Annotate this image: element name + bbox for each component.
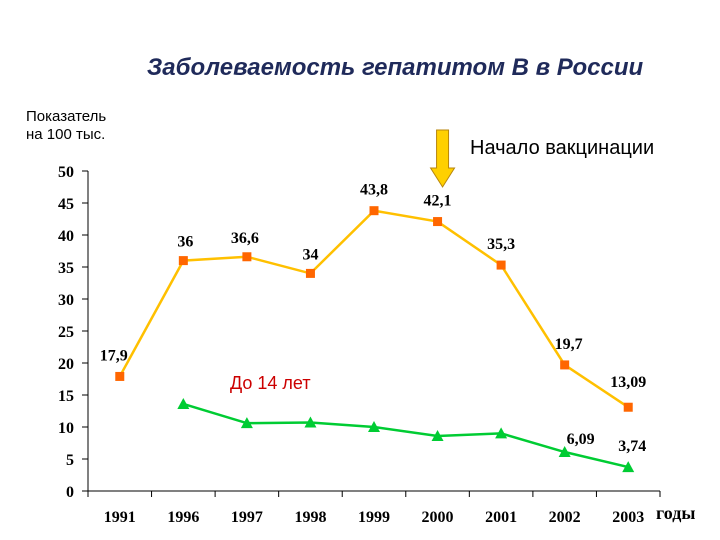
x-tick-label: 2001 (485, 509, 517, 526)
y-tick-label: 20 (58, 356, 74, 373)
chart-title: Заболеваемость гепатитом В в России (147, 54, 644, 81)
y-tick-label: 5 (66, 452, 74, 469)
series-1-point (495, 427, 508, 439)
series-1-point (304, 416, 317, 428)
series-0-point (496, 260, 506, 270)
series-0-point (433, 217, 443, 227)
vaccination-arrow-icon (429, 129, 456, 188)
x-tick-label: 2003 (612, 509, 644, 526)
series-0-line (118, 209, 629, 409)
series-0-data-label: 43,8 (360, 182, 388, 199)
y-tick-label: 15 (58, 388, 74, 405)
series-1-point (177, 397, 190, 409)
series-1-point (622, 461, 635, 473)
y-tick-label: 45 (58, 196, 74, 213)
series-1-point (368, 421, 380, 432)
y-axis-label-line1: Показатель (26, 108, 106, 125)
series-0-point (369, 206, 379, 216)
x-axis-unit: годы (656, 503, 695, 523)
series-0-data-label: 17,9 (100, 347, 128, 364)
x-tick-label: 1996 (167, 509, 199, 526)
series-0-point (305, 268, 315, 278)
series-0-data-label: 13,09 (610, 374, 646, 391)
series-0-data-label: 42,1 (424, 193, 452, 210)
series-1-point (431, 429, 444, 441)
x-tick-label: 1999 (358, 509, 390, 526)
series-0-data-label: 34 (302, 246, 318, 263)
series-1-line (182, 402, 629, 469)
y-tick-label: 0 (66, 484, 74, 501)
x-tick-label: 1997 (231, 509, 263, 526)
series-0-point (178, 256, 188, 266)
vaccination-note: Начало вакцинации (470, 137, 654, 159)
y-axis-label-line2: на 100 тыс. (26, 126, 105, 143)
series-1-point (240, 417, 253, 429)
y-tick-label: 40 (58, 228, 74, 245)
series-1-name-label: До 14 лет (230, 373, 311, 393)
series-0-data-label: 19,7 (555, 336, 583, 353)
x-tick-label: 1998 (294, 509, 326, 526)
axes: 0 5 10 15 20 25 30 35 40 45 50 1991 1996 1997 1998 1999… (58, 164, 661, 526)
series-0-point (560, 360, 570, 370)
plot-area: 17,9 36 36,6 34 43,8 42,1 35,3 19,7 13,09 6,09 3,7… (100, 129, 646, 473)
series-0-point (115, 371, 125, 381)
series-0-data-label: 35,3 (487, 236, 515, 253)
series-0-point (623, 402, 633, 412)
series-0-data-label: 36 (177, 234, 193, 251)
y-tick-label: 50 (58, 164, 74, 181)
x-tick-label: 2002 (549, 509, 581, 526)
series-1-data-label: 3,74 (618, 438, 646, 455)
series-0-point (242, 252, 252, 262)
y-tick-label: 30 (58, 292, 74, 309)
x-tick-label: 2000 (422, 509, 454, 526)
y-tick-label: 10 (58, 420, 74, 437)
y-tick-label: 25 (58, 324, 74, 341)
x-tick-label: 1991 (104, 509, 136, 526)
series-1-data-label: 6,09 (567, 431, 595, 448)
y-tick-label: 35 (58, 260, 74, 277)
series-0-data-label: 36,6 (231, 230, 259, 247)
series-1-point (558, 446, 571, 458)
